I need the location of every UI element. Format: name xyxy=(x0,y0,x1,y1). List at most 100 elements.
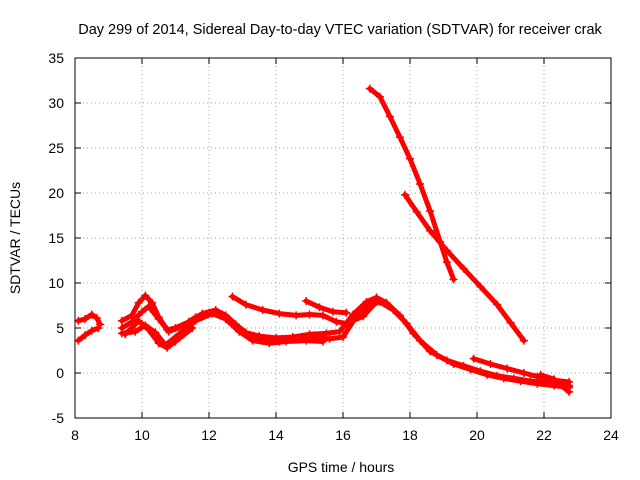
data-point xyxy=(154,339,163,348)
series-line xyxy=(367,86,457,282)
data-point xyxy=(188,324,197,332)
data-point xyxy=(302,336,311,345)
series-arc-f xyxy=(121,316,197,352)
y-tick-label: 15 xyxy=(48,230,64,246)
data-point xyxy=(469,354,478,363)
data-point xyxy=(221,315,230,323)
data-point xyxy=(449,275,458,284)
data-point xyxy=(235,327,244,336)
data-point xyxy=(248,336,257,345)
y-tick-label: 25 xyxy=(48,140,64,156)
data-point xyxy=(536,370,545,379)
data-point xyxy=(565,387,574,396)
data-point xyxy=(426,226,435,235)
data-point xyxy=(134,298,143,307)
data-point xyxy=(141,291,150,300)
data-point xyxy=(459,264,468,273)
y-tick-label: -5 xyxy=(52,410,65,426)
data-point xyxy=(565,378,574,386)
data-point xyxy=(282,337,291,346)
y-tick-label: 5 xyxy=(56,320,64,336)
data-point xyxy=(499,374,508,383)
data-point xyxy=(328,307,337,316)
data-point xyxy=(466,365,475,374)
data-point xyxy=(163,343,172,352)
data-point xyxy=(476,282,485,291)
data-point xyxy=(503,364,512,373)
series-arc-i xyxy=(365,84,458,284)
series-arc-h xyxy=(302,297,351,317)
y-tick-label: 30 xyxy=(48,95,64,111)
data-point xyxy=(412,207,421,216)
series-arc-j xyxy=(400,190,528,345)
data-point xyxy=(318,311,327,320)
data-point xyxy=(191,316,200,325)
data-point xyxy=(406,154,414,163)
x-tick-label: 20 xyxy=(469,427,485,443)
data-point xyxy=(483,370,492,379)
data-point xyxy=(241,300,250,309)
data-point xyxy=(121,330,130,339)
data-point xyxy=(432,351,441,359)
series-arc-a xyxy=(74,310,105,329)
axis-ticks xyxy=(74,57,612,419)
data-point xyxy=(94,324,103,332)
data-point xyxy=(533,379,542,388)
data-point xyxy=(265,339,274,348)
data-point xyxy=(426,207,435,215)
data-point xyxy=(154,315,163,323)
data-point xyxy=(442,258,451,267)
data-point xyxy=(335,327,344,336)
data-point xyxy=(171,337,180,346)
y-tick-label: 10 xyxy=(48,275,64,291)
y-axis-label: SDTVAR / TECUs xyxy=(7,182,23,294)
data-point xyxy=(449,360,458,368)
y-tick-label: 20 xyxy=(48,185,64,201)
data-point xyxy=(365,84,374,93)
data-point xyxy=(144,325,153,334)
data-point xyxy=(318,337,327,346)
data-point xyxy=(402,319,411,328)
data-point xyxy=(138,307,146,316)
data-point xyxy=(325,334,334,343)
data-point xyxy=(81,331,90,340)
data-point xyxy=(372,297,381,306)
data-point xyxy=(74,336,83,345)
data-point xyxy=(342,319,351,328)
x-tick-label: 16 xyxy=(335,427,351,443)
data-point xyxy=(400,190,409,199)
x-tick-label: 24 xyxy=(603,427,619,443)
series-arc-c xyxy=(117,291,574,390)
data-point xyxy=(81,315,90,323)
series-arc-l xyxy=(536,370,574,396)
data-point xyxy=(385,112,394,121)
data-point xyxy=(144,302,153,311)
data-point xyxy=(164,327,173,336)
data-point xyxy=(208,309,217,318)
y-tick-label: 35 xyxy=(48,50,64,66)
data-point xyxy=(339,333,347,341)
data-point xyxy=(442,246,451,255)
series-arc-g xyxy=(228,292,381,328)
data-point xyxy=(493,300,502,309)
x-axis-label: GPS time / hours xyxy=(288,459,395,475)
data-point xyxy=(550,375,559,384)
x-tick-labels: 8 10 12 14 16 18 20 22 24 xyxy=(71,427,619,443)
data-point xyxy=(506,318,515,327)
x-tick-label: 22 xyxy=(536,427,552,443)
series-arc-b xyxy=(74,324,103,345)
data-point xyxy=(92,314,101,323)
chart-title: Day 299 of 2014, Sidereal Day-to-day VTE… xyxy=(78,22,602,38)
data-point xyxy=(302,297,311,305)
data-point xyxy=(131,327,140,336)
data-point xyxy=(389,306,398,314)
data-point xyxy=(228,292,237,301)
data-point xyxy=(516,377,525,386)
data-point xyxy=(134,316,143,325)
data-point xyxy=(416,180,425,188)
data-point xyxy=(87,310,96,319)
x-tick-label: 12 xyxy=(201,427,217,443)
x-tick-label: 18 xyxy=(402,427,418,443)
data-point xyxy=(305,310,314,319)
